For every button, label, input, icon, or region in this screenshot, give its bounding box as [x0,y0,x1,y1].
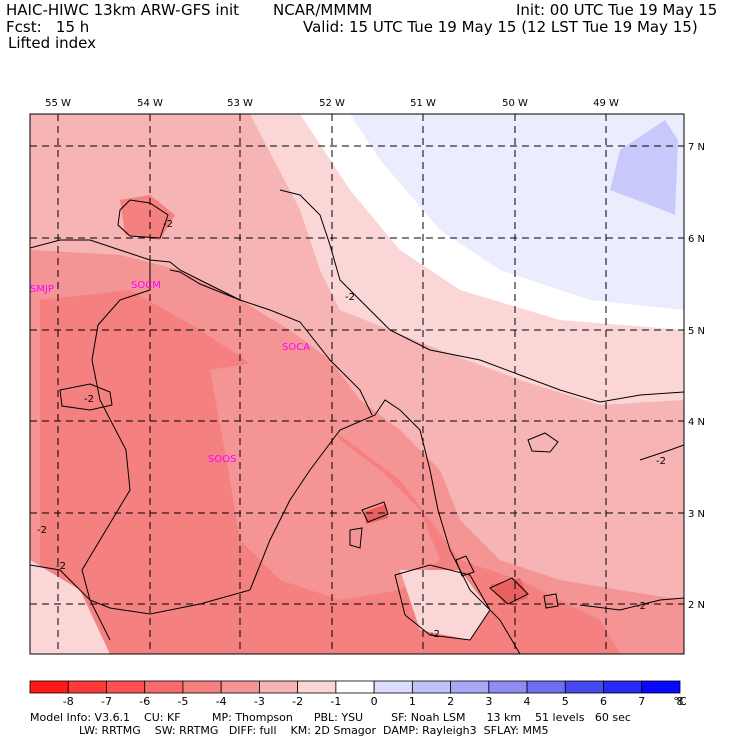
lon-label: 53 W [227,98,253,109]
field-region-positive [350,114,684,310]
colorbar-tick-label: -1 [330,695,342,708]
contour-line [117,199,169,239]
contour-label: -2 [163,219,173,230]
contour-line [361,501,389,523]
lon-label: 49 W [593,98,619,109]
field-region-southwest [30,560,110,654]
field-cell-center [364,504,388,524]
lat-label: 7 N [688,142,705,153]
contour-line [527,432,559,453]
contour-line [489,577,529,605]
lat-label: 4 N [688,417,705,428]
contour-line [639,444,684,461]
colorbar-tick-label: -4 [215,695,227,708]
forecast-hour: Fcst: 15 h [6,18,90,36]
station-label: SOCM [131,280,161,291]
colorbar-tick-label: -7 [100,695,112,708]
footer-model-info: Model Info: V3.6.1 CU: KF MP: Thompson P… [30,711,631,724]
model-title: HAIC-HIWC 13km ARW-GFS init [6,1,240,19]
colorbar-swatch [603,680,643,694]
colorbar-swatch [259,680,299,694]
contour-label: -2 [430,629,440,640]
colorbar-tick-label: 0 [370,695,378,708]
plot-frame [29,113,685,655]
colorbar-tick-label: -2 [292,695,304,708]
colorbar-swatch [411,680,451,694]
station-label: SOCA [282,342,310,353]
colorbar-unit: °C [673,695,687,708]
contour-label: -2 [656,456,666,467]
colorbar-tick-label: 5 [561,695,569,708]
colorbar-swatch [106,680,146,694]
org-label: NCAR/MMMM [273,1,373,19]
contour-label: -2 [345,292,355,303]
field-name: Lifted index [8,34,96,52]
field-cell-north [120,195,175,240]
colorbar-tick-label: 3 [485,695,493,708]
coastline [169,269,241,301]
colorbar-swatch [373,680,413,694]
lat-label: 2 N [688,600,705,611]
colorbar-swatch [144,680,184,694]
graticule [30,114,684,654]
colorbar-swatch [29,680,69,694]
colorbar-swatch [564,680,604,694]
colorbar-swatch [220,680,260,694]
contour-label: -2 [636,601,646,612]
colorbar-tick-label: 4 [523,695,531,708]
colorbar-tick-label: 1 [408,695,416,708]
colorbar-swatch [526,680,566,694]
contour-line [394,564,491,641]
station-label: SMJP [30,284,54,295]
lat-label: 5 N [688,326,705,337]
contour-line [30,239,373,416]
contour-line [543,593,559,609]
colorbar-tick-label: -6 [139,695,151,708]
colorbar-tick-label: 2 [447,695,455,708]
colorbar-swatch [450,680,490,694]
country-border [81,255,521,654]
contour-label: -2 [84,394,94,405]
colorbar [29,680,681,694]
colorbar-swatch [182,680,222,694]
field-region-positive-core [610,120,678,215]
lon-label: 50 W [502,98,528,109]
lat-label: 3 N [688,509,705,520]
colorbar-tick-label: -5 [177,695,189,708]
contour-line [30,564,111,641]
map-plot [30,114,684,654]
colorbar-tick-label: 6 [600,695,608,708]
contour-line [349,527,363,549]
colorbar-swatch [641,680,681,694]
footer-physics-info: LW: RRTMG SW: RRTMG DIFF: full KM: 2D Sm… [30,724,549,737]
init-time: Init: 00 UTC Tue 19 May 15 [516,1,718,19]
contour-line [579,597,684,611]
colorbar-tick-label: -3 [253,695,265,708]
lat-label: 6 N [688,234,705,245]
contour-line [59,383,113,411]
colorbar-tick-label: -8 [62,695,74,708]
lon-label: 51 W [410,98,436,109]
contour-label: -2 [37,525,47,536]
colorbar-swatch [488,680,528,694]
colorbar-tick-label: 7 [638,695,646,708]
lon-label: 55 W [45,98,71,109]
colorbar-swatch [67,680,107,694]
colorbar-swatch [297,680,337,694]
field-region-interior [210,360,440,600]
colorbar-swatch [335,680,375,694]
lon-label: 52 W [319,98,345,109]
contour-line [279,189,684,403]
colorbar-tick-label: 8 [676,695,684,708]
lon-label: 54 W [137,98,163,109]
valid-time: Valid: 15 UTC Tue 19 May 15 (12 LST Tue … [303,18,698,36]
station-label: SOOS [208,454,236,465]
contour-label: -2 [56,561,66,572]
